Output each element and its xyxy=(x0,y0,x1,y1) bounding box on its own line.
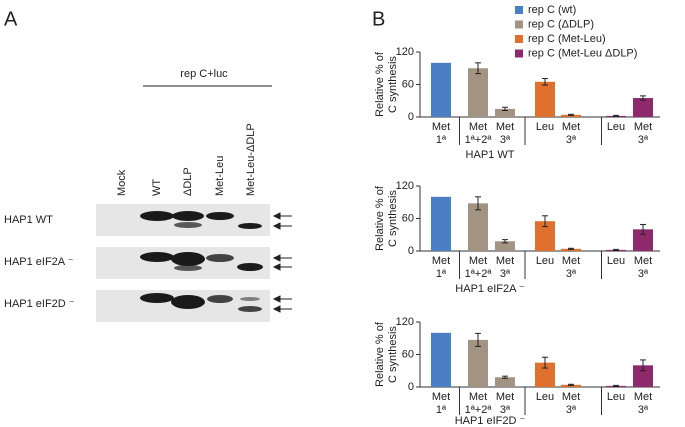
x-tick-label: Met xyxy=(469,121,487,133)
bar xyxy=(468,339,488,387)
lane-label: Met-Leu-ΔDLP xyxy=(245,123,257,196)
row-label: HAP1 eIF2A ⁻ xyxy=(4,256,74,268)
x-tick-label: Met xyxy=(432,255,450,267)
y-axis-label: Relative % of xyxy=(374,185,386,251)
legend-label: rep C (wt) xyxy=(528,4,576,16)
bar xyxy=(561,384,581,387)
bar xyxy=(633,229,653,251)
x-tick-label: 3ª xyxy=(566,268,577,280)
lane-label: WT xyxy=(151,179,163,196)
y-tick-label: 0 xyxy=(408,111,414,123)
blots xyxy=(96,204,270,322)
y-tick-label: 0 xyxy=(408,245,414,257)
lane-label: Mock xyxy=(116,169,128,196)
bar xyxy=(535,362,555,387)
x-tick-label: Met xyxy=(562,391,580,403)
y-axis-label: C synthesis xyxy=(387,190,399,247)
legend-swatch xyxy=(515,6,523,14)
x-tick-label: Leu xyxy=(607,391,625,403)
x-tick-label: 1ª xyxy=(436,268,447,280)
x-tick-label: 3ª xyxy=(638,404,649,416)
x-tick-label: Leu xyxy=(607,255,625,267)
y-tick-label: 120 xyxy=(396,316,414,328)
x-tick-label: 1ª xyxy=(436,134,447,146)
legend-swatch xyxy=(515,20,523,29)
x-tick-label: Met xyxy=(469,391,487,403)
y-axis-label: Relative % of xyxy=(374,321,386,387)
x-tick-label: Met xyxy=(562,121,580,133)
y-tick-label: 0 xyxy=(408,381,414,393)
y-tick-label: 120 xyxy=(396,46,414,58)
bar xyxy=(561,248,581,251)
x-tick-label: Met xyxy=(432,391,450,403)
y-axis-label: C synthesis xyxy=(387,56,399,113)
x-tick-label: 3ª xyxy=(500,134,511,146)
bar xyxy=(431,196,451,251)
x-tick-label: Met xyxy=(496,391,514,403)
bar xyxy=(468,68,488,117)
x-tick-label: Met xyxy=(562,255,580,267)
legend-swatch xyxy=(515,35,523,43)
x-tick-label: Met xyxy=(469,255,487,267)
chart-title: HAP1 eIF2D ⁻ xyxy=(455,415,526,427)
x-tick-label: 1ª+2ª xyxy=(465,268,493,280)
x-tick-label: Leu xyxy=(607,121,625,133)
bar xyxy=(431,332,451,387)
x-tick-label: Met xyxy=(634,121,652,133)
y-tick-label: 120 xyxy=(396,180,414,192)
x-tick-label: Met xyxy=(634,391,652,403)
panel-label: B xyxy=(372,8,385,30)
bar xyxy=(431,62,451,117)
arrows xyxy=(272,212,292,313)
legend-label: rep C (Met-Leu) xyxy=(528,33,606,45)
x-tick-label: 3ª xyxy=(638,268,649,280)
x-tick-label: Leu xyxy=(536,255,554,267)
y-tick-label: 60 xyxy=(402,212,414,224)
bar xyxy=(535,221,555,251)
x-tick-label: Met xyxy=(496,121,514,133)
bar xyxy=(561,114,581,117)
lane-label: ΔDLP xyxy=(182,167,194,196)
y-axis-label: C synthesis xyxy=(387,326,399,383)
lane-label: Met-Leu xyxy=(214,156,226,196)
bar xyxy=(495,108,515,117)
y-tick-label: 60 xyxy=(402,348,414,360)
chart-title: HAP1 eIF2A ⁻ xyxy=(455,283,525,295)
row-label: HAP1 WT xyxy=(4,214,53,226)
x-tick-label: 3ª xyxy=(566,404,577,416)
x-tick-label: Leu xyxy=(536,391,554,403)
x-tick-label: 3ª xyxy=(500,404,511,416)
x-tick-label: 1ª+2ª xyxy=(465,404,493,416)
x-tick-label: Leu xyxy=(536,121,554,133)
chart-title: HAP1 WT xyxy=(466,149,515,161)
x-tick-label: Met xyxy=(496,255,514,267)
row-label: HAP1 eIF2D ⁻ xyxy=(4,298,75,310)
bar xyxy=(535,81,555,117)
x-tick-label: 1ª xyxy=(436,404,447,416)
group-label: rep C+luc xyxy=(180,68,228,80)
x-tick-label: 3ª xyxy=(500,268,511,280)
legend-label: rep C (ΔDLP) xyxy=(528,18,594,30)
panel-label: A xyxy=(4,8,18,30)
bar xyxy=(633,98,653,117)
bar xyxy=(495,377,515,387)
x-tick-label: 3ª xyxy=(566,134,577,146)
legend-swatch xyxy=(515,49,523,58)
y-axis-label: Relative % of xyxy=(374,51,386,117)
x-tick-label: 1ª+2ª xyxy=(465,134,493,146)
bar xyxy=(495,241,515,251)
x-tick-label: Met xyxy=(432,121,450,133)
legend-label: rep C (Met-Leu ΔDLP) xyxy=(528,47,637,59)
y-tick-label: 60 xyxy=(402,78,414,90)
bar xyxy=(633,365,653,387)
x-tick-label: Met xyxy=(634,255,652,267)
bar xyxy=(468,203,488,251)
x-tick-label: 3ª xyxy=(638,134,649,146)
